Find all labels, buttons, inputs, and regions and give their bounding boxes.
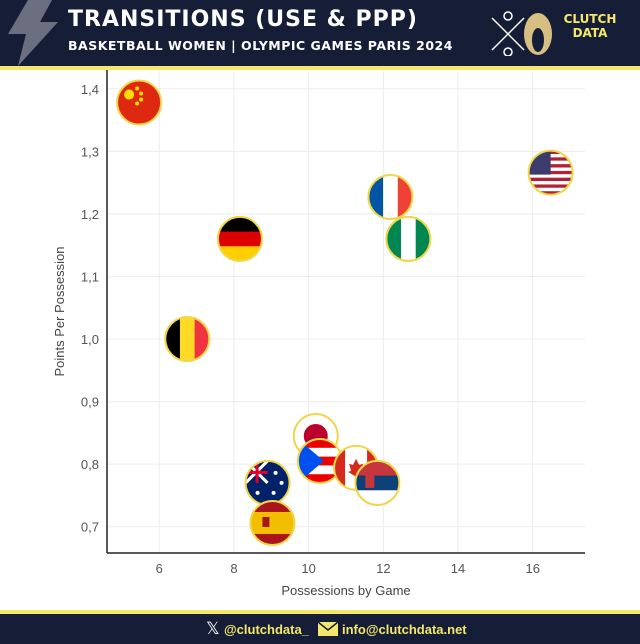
x-twitter-icon: 𝕏 [206, 619, 220, 638]
china-flag-icon [117, 80, 162, 125]
x-axis-label: Possessions by Game [281, 583, 410, 598]
mail-icon [318, 622, 338, 636]
page-subtitle: BASKETBALL WOMEN | OLYMPIC GAMES PARIS 2… [68, 38, 453, 53]
twitter-handle[interactable]: @clutchdata_ [224, 622, 309, 637]
clutch-data-logo: CLUTCH DATA [563, 12, 617, 40]
y-tick-label: 0,9 [81, 395, 99, 410]
y-tick-label: 1,2 [81, 207, 99, 222]
data-point-usa: USA [527, 149, 574, 196]
olympic-flame-logo-icon [491, 11, 552, 56]
y-tick-label: 0,7 [81, 520, 99, 535]
footer: 𝕏 @clutchdata_ info@clutchdata.net [0, 610, 640, 644]
header: TRANSITIONS (USE & PPP) BASKETBALL WOMEN… [0, 0, 640, 70]
y-tick-label: 1,3 [81, 144, 99, 159]
data-point-china: China [116, 79, 163, 126]
y-tick-label: 1,1 [81, 269, 99, 284]
puerto-rico-flag-icon [297, 439, 342, 484]
data-point-france: France [367, 174, 414, 221]
data-point-puerto-rico: Puerto Rico [296, 438, 343, 485]
y-tick-label: 0,8 [81, 457, 99, 472]
spain-flag-icon [250, 500, 295, 545]
data-point-spain: Spain [249, 499, 296, 546]
x-tick-label: 10 [301, 561, 315, 576]
data-point-nigeria: Nigeria [385, 215, 432, 262]
x-tick-label: 16 [525, 561, 539, 576]
x-tick-label: 12 [376, 561, 390, 576]
y-tick-label: 1,4 [81, 82, 99, 97]
australia-flag-icon [245, 460, 290, 505]
data-point-australia: Australia [244, 459, 291, 506]
data-point-germany: Germany [216, 215, 263, 262]
x-tick-label: 6 [156, 561, 163, 576]
scatter-chart: 6 8 10 12 14 16 0,7 0,8 0,9 1,0 1,1 1,2 1,3 1,4 Posses… [52, 70, 585, 598]
y-axis-label: Points Per Possession [52, 246, 67, 376]
x-tick-label: 14 [451, 561, 465, 576]
data-point-serbia: Serbia [354, 459, 401, 506]
email-link[interactable]: info@clutchdata.net [342, 622, 467, 637]
y-tick-label: 1,0 [81, 332, 99, 347]
data-point-belgium: Belgium [164, 316, 211, 363]
lightning-bolt-icon [8, 0, 58, 66]
x-tick-label: 8 [230, 561, 237, 576]
page-title: TRANSITIONS (USE & PPP) [68, 7, 418, 32]
